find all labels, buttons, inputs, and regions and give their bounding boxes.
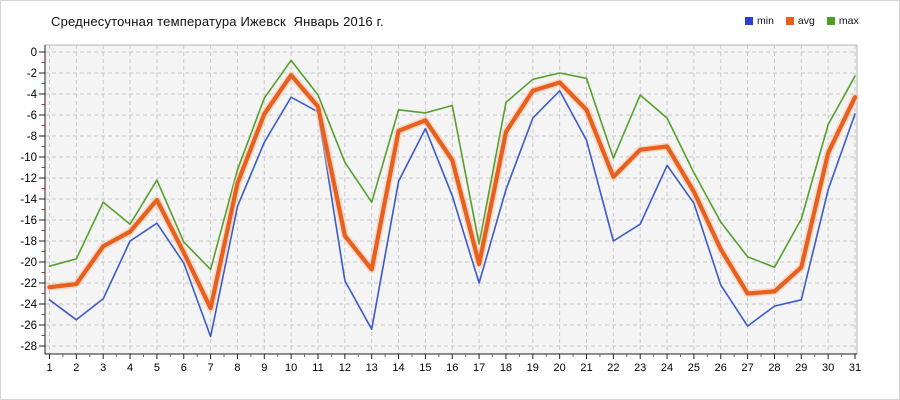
- x-tick-label: 12: [339, 362, 351, 374]
- x-tick-label: 16: [446, 362, 458, 374]
- x-tick-label: 23: [634, 362, 646, 374]
- x-tick-label: 21: [580, 362, 592, 374]
- x-tick-label: 22: [607, 362, 619, 374]
- x-tick-label: 26: [715, 362, 727, 374]
- x-tick-label: 25: [688, 362, 700, 374]
- y-tick-label: -26: [20, 320, 37, 332]
- x-tick-label: 20: [554, 362, 566, 374]
- x-tick-label: 11: [312, 362, 323, 374]
- y-tick-label: -8: [27, 131, 37, 143]
- x-tick-label: 18: [500, 362, 512, 374]
- x-tick-label: 2: [73, 362, 79, 374]
- y-tick-label: -20: [20, 257, 37, 269]
- avg-series-swatch: [785, 17, 794, 25]
- x-tick-label: 17: [473, 362, 485, 374]
- x-tick-label: 14: [392, 362, 404, 374]
- x-tick-label: 15: [419, 362, 431, 374]
- legend-label-max: max: [838, 15, 859, 27]
- y-tick-label: -28: [20, 341, 37, 353]
- x-tick-label: 8: [234, 362, 240, 374]
- chart-title: Среднесуточная температура Ижевск Январь…: [51, 14, 384, 29]
- x-tick-label: 13: [366, 362, 378, 374]
- y-tick-label: -22: [20, 278, 37, 290]
- x-tick-label: 1: [46, 362, 52, 374]
- y-tick-label: -14: [20, 194, 37, 206]
- legend-item-avg: avg: [785, 15, 815, 27]
- y-tick-label: -12: [20, 173, 37, 185]
- y-tick-label: 0: [31, 47, 37, 59]
- y-tick-label: -10: [20, 152, 37, 164]
- y-tick-label: -6: [27, 110, 37, 122]
- x-tick-label: 24: [661, 362, 673, 374]
- x-tick-label: 28: [768, 362, 780, 374]
- x-tick-label: 19: [527, 362, 539, 374]
- max-series-swatch: [826, 17, 835, 25]
- x-tick-label: 27: [741, 362, 753, 374]
- x-tick-label: 31: [849, 362, 861, 374]
- y-tick-label: -2: [27, 68, 37, 80]
- x-tick-label: 4: [127, 362, 133, 374]
- y-tick-label: -4: [27, 89, 38, 101]
- x-tick-label: 10: [285, 362, 297, 374]
- max-series-line: [48, 59, 856, 271]
- min-series-swatch: [745, 17, 753, 25]
- x-tick-label: 6: [181, 362, 187, 374]
- legend-label-avg: avg: [797, 15, 815, 27]
- x-tick-label: 7: [208, 362, 214, 374]
- legend: min avg max: [745, 15, 859, 27]
- avg-series-line: [47, 72, 858, 311]
- x-tick-label: 9: [261, 362, 267, 374]
- x-tick-label: 29: [795, 362, 807, 374]
- y-tick-label: -24: [20, 299, 37, 311]
- y-tick-label: -16: [20, 215, 37, 227]
- y-tick-label: -18: [20, 236, 37, 248]
- legend-item-min: min: [745, 15, 774, 27]
- legend-item-max: max: [826, 15, 859, 27]
- x-tick-label: 30: [822, 362, 834, 374]
- min-series-line: [48, 90, 856, 338]
- x-tick-label: 5: [154, 362, 160, 374]
- legend-label-min: min: [757, 15, 774, 27]
- x-tick-label: 3: [100, 362, 106, 374]
